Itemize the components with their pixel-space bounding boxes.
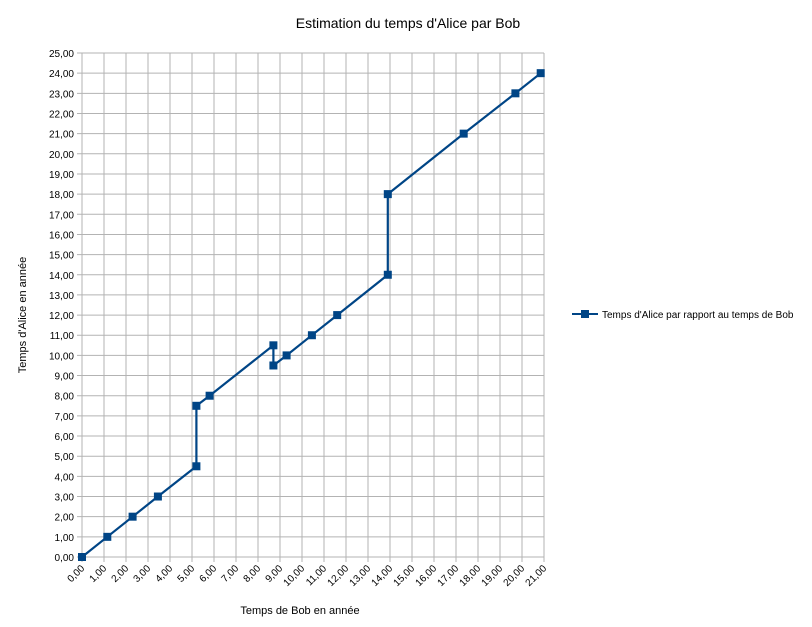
y-tick-label: 15,00 [49, 251, 74, 262]
y-tick-label: 25,00 [49, 49, 74, 60]
grid [77, 52, 545, 562]
y-tick-label: 1,00 [55, 533, 75, 544]
data-point-marker [511, 89, 520, 98]
y-axis-label: Temps d'Alice en année [17, 257, 29, 373]
data-point-marker [383, 190, 392, 199]
y-tick-label: 3,00 [55, 493, 75, 504]
data-point-marker [153, 492, 162, 501]
y-tick-label: 4,00 [55, 472, 75, 483]
data-point-marker [128, 512, 137, 521]
series-layer [78, 69, 545, 561]
x-tick-label: 16,00 [414, 563, 440, 589]
x-tick-label: 1,00 [88, 563, 110, 585]
x-tick-label: 2,00 [110, 563, 132, 585]
x-tick-label: 21,00 [524, 563, 550, 589]
chart-title: Estimation du temps d'Alice par Bob [296, 15, 521, 31]
y-tick-label: 9,00 [55, 372, 75, 383]
x-tick-label: 11,00 [304, 563, 329, 588]
data-point-marker [269, 361, 278, 370]
x-axis-label: Temps de Bob en année [240, 605, 359, 617]
data-point-marker [192, 401, 201, 410]
y-tick-label: 14,00 [49, 271, 74, 282]
legend-marker [581, 310, 589, 318]
y-tick-label: 10,00 [49, 351, 74, 362]
data-point-marker [205, 391, 214, 400]
y-tick-label: 0,00 [55, 553, 75, 564]
x-tick-label: 8,00 [242, 563, 264, 585]
data-point-marker [78, 553, 86, 561]
data-point-marker [459, 129, 468, 138]
x-tick-label: 13,00 [348, 563, 374, 589]
y-tick-label: 17,00 [49, 210, 74, 221]
y-tick-label: 5,00 [55, 452, 75, 463]
legend: Temps d'Alice par rapport au temps de Bo… [572, 310, 794, 321]
data-point-marker [536, 69, 545, 78]
x-tick-label: 4,00 [154, 563, 176, 585]
y-tick-label: 16,00 [49, 230, 74, 241]
x-tick-label: 17,00 [436, 563, 462, 589]
y-tick-label: 8,00 [55, 392, 75, 403]
y-tick-label: 21,00 [49, 130, 74, 141]
data-point-marker [307, 331, 316, 340]
y-tick-label: 2,00 [55, 513, 75, 524]
data-point-marker [282, 351, 291, 360]
y-tick-label: 23,00 [49, 89, 74, 100]
data-point-marker [192, 462, 201, 471]
x-tick-label: 19,00 [480, 563, 506, 589]
y-tick-label: 12,00 [49, 311, 74, 322]
x-tick-label: 6,00 [198, 563, 220, 585]
x-tick-label: 0,00 [66, 563, 88, 585]
x-tick-label: 7,00 [220, 563, 242, 585]
x-tick-label: 20,00 [502, 563, 528, 589]
x-tick-label: 10,00 [282, 563, 308, 589]
x-tick-label: 18,00 [458, 563, 484, 589]
y-tick-label: 13,00 [49, 291, 74, 302]
x-tick-label: 5,00 [176, 563, 198, 585]
y-tick-label: 6,00 [55, 432, 75, 443]
data-point-marker [333, 311, 342, 320]
x-tick-label: 15,00 [392, 563, 418, 589]
data-point-marker [383, 270, 392, 279]
x-tick-label: 3,00 [132, 563, 154, 585]
y-tick-label: 7,00 [55, 412, 75, 423]
tick-labels: 0,001,002,003,004,005,006,007,008,009,00… [49, 49, 549, 589]
x-tick-label: 12,00 [326, 563, 352, 589]
y-tick-label: 11,00 [50, 331, 75, 342]
y-tick-label: 20,00 [49, 150, 74, 161]
data-point-marker [269, 341, 278, 350]
y-tick-label: 24,00 [49, 69, 74, 80]
data-point-marker [103, 532, 112, 541]
y-tick-label: 18,00 [49, 190, 74, 201]
x-tick-label: 14,00 [370, 563, 396, 589]
legend-label: Temps d'Alice par rapport au temps de Bo… [602, 310, 794, 321]
y-tick-label: 19,00 [49, 170, 74, 181]
y-tick-label: 22,00 [49, 109, 74, 120]
